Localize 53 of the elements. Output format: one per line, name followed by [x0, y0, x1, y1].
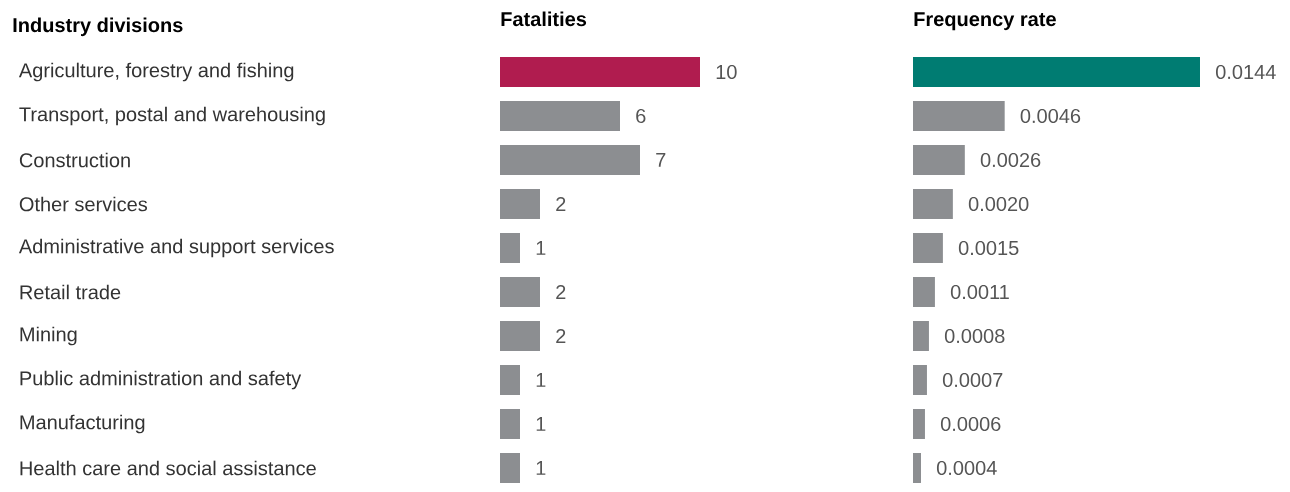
bar	[500, 408, 521, 439]
bar	[500, 320, 541, 351]
y-tick-label: Agriculture, forestry and fishing	[18, 62, 294, 82]
bar	[913, 232, 943, 263]
bar	[500, 56, 700, 87]
data-label: 1	[536, 461, 546, 475]
bar	[500, 232, 521, 263]
data-label: 0.0015	[958, 240, 1019, 256]
bar	[913, 144, 965, 175]
data-label: 0.0144	[1215, 64, 1276, 80]
bar	[913, 100, 1005, 131]
chart-title: Fatalities	[501, 11, 587, 27]
data-label: 2	[556, 285, 566, 299]
bar	[913, 364, 927, 395]
y-tick-label: Health care and social assistance	[20, 460, 316, 476]
data-label: 0.0011	[950, 284, 1009, 300]
bar	[500, 364, 521, 395]
data-label: 0.0046	[1020, 108, 1081, 124]
data-label: 1	[536, 241, 546, 255]
data-label: 1	[536, 417, 546, 431]
bar	[913, 452, 921, 483]
data-label: 1	[536, 373, 546, 387]
data-label: 7	[656, 153, 666, 167]
y-tick-label: Mining	[20, 326, 77, 346]
data-label: 6	[636, 108, 646, 124]
y-tick-label: Construction	[19, 152, 130, 168]
bar	[500, 100, 620, 131]
data-label: 0.0007	[942, 372, 1003, 388]
y-tick-label: Retail trade	[20, 284, 121, 300]
data-label: 0.0006	[940, 416, 1001, 432]
data-label: 0.0026	[980, 152, 1041, 168]
data-label: 0.0008	[944, 328, 1005, 344]
y-tick-label: Other services	[19, 196, 148, 212]
bar	[913, 188, 953, 219]
y-tick-label: Manufacturing	[20, 414, 145, 434]
bar	[500, 144, 640, 175]
data-label: 0.0020	[968, 196, 1029, 212]
data-label: 2	[556, 329, 566, 343]
bar	[913, 408, 925, 439]
bar	[500, 188, 541, 219]
y-tick-label: Administrative and support services	[18, 238, 334, 258]
data-label: 0.0004	[936, 460, 997, 476]
y-tick-label: Public administration and safety	[20, 370, 302, 390]
y-axis-title: Industry divisions	[13, 17, 183, 37]
y-tick-label: Transport, postal and warehousing	[19, 106, 325, 126]
bar	[913, 276, 935, 307]
chart-title: Frequency rate	[914, 12, 1056, 31]
bar	[913, 320, 929, 351]
data-label: 10	[716, 64, 737, 80]
bar	[500, 276, 541, 307]
bar	[500, 452, 521, 483]
bar	[913, 56, 1200, 87]
data-label: 2	[556, 197, 566, 211]
